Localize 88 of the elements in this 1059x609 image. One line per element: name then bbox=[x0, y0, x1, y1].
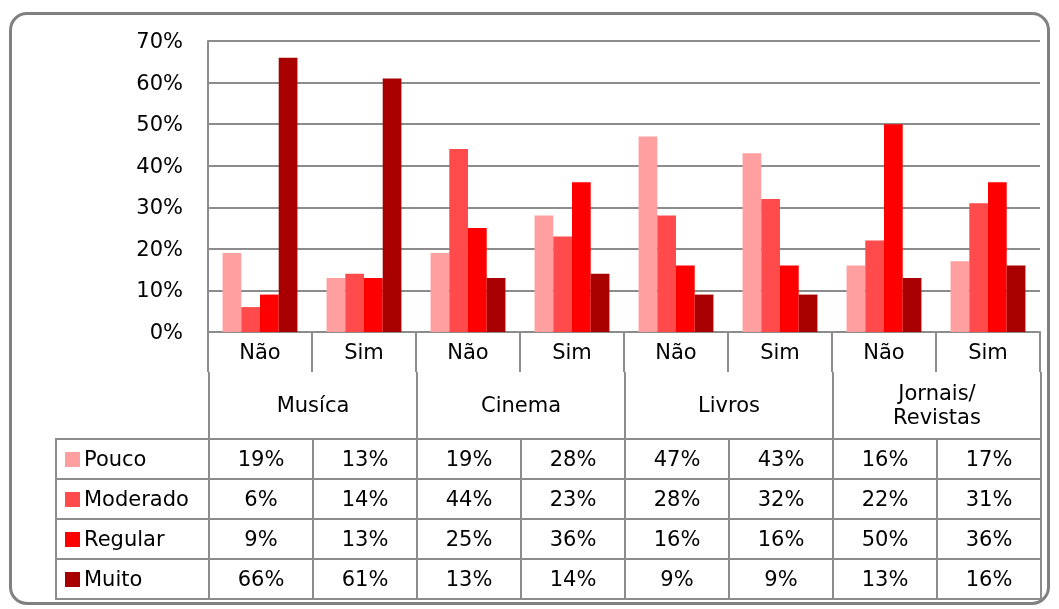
bar bbox=[382, 78, 402, 332]
data-label: 16% bbox=[625, 519, 729, 559]
bar bbox=[553, 236, 572, 332]
data-label: 44% bbox=[417, 479, 521, 519]
data-label: 66% bbox=[209, 559, 313, 599]
x-tick-label: Sim bbox=[552, 339, 592, 364]
x-tick-label: Sim bbox=[344, 339, 384, 364]
y-tick-label: 50% bbox=[136, 112, 183, 137]
bar bbox=[780, 265, 799, 332]
bar bbox=[846, 265, 866, 332]
x-tick-label: Não bbox=[863, 339, 905, 364]
data-label: 50% bbox=[833, 519, 937, 559]
bar bbox=[364, 277, 383, 332]
bar bbox=[969, 203, 988, 332]
y-tick-label: 60% bbox=[136, 70, 183, 95]
text: Livros bbox=[698, 393, 760, 417]
bar bbox=[326, 277, 346, 332]
bar bbox=[260, 294, 279, 332]
data-label: 31% bbox=[937, 479, 1041, 519]
bar bbox=[222, 253, 242, 332]
y-tick-label: 70% bbox=[136, 29, 183, 53]
data-label: 16% bbox=[729, 519, 833, 559]
bar bbox=[902, 277, 922, 332]
bar bbox=[761, 198, 780, 332]
legend-label: Moderado bbox=[56, 479, 209, 519]
y-tick-label: 0% bbox=[149, 320, 183, 344]
data-label: 47% bbox=[625, 439, 729, 479]
bar bbox=[950, 261, 970, 332]
data-label: 13% bbox=[417, 559, 521, 599]
data-label: 61% bbox=[313, 559, 417, 599]
bar bbox=[430, 253, 450, 332]
bar bbox=[449, 149, 468, 332]
bar bbox=[241, 307, 260, 332]
legend-label: Regular bbox=[56, 519, 209, 559]
data-label: 14% bbox=[521, 559, 625, 599]
bar bbox=[534, 215, 554, 332]
data-label: 9% bbox=[209, 519, 313, 559]
x-tick-label: Não bbox=[655, 339, 697, 364]
y-tick-label: 20% bbox=[136, 236, 183, 261]
data-label: 36% bbox=[521, 519, 625, 559]
data-label: 14% bbox=[313, 479, 417, 519]
bar bbox=[1006, 265, 1026, 332]
bar bbox=[657, 215, 676, 332]
bar bbox=[345, 273, 364, 332]
data-label: 23% bbox=[521, 479, 625, 519]
bar bbox=[676, 265, 695, 332]
bar bbox=[278, 57, 298, 332]
bar bbox=[884, 124, 903, 332]
data-label: 19% bbox=[209, 439, 313, 479]
data-label: 9% bbox=[625, 559, 729, 599]
data-label: 13% bbox=[313, 519, 417, 559]
data-label: 17% bbox=[937, 439, 1041, 479]
data-label: 28% bbox=[625, 479, 729, 519]
data-label: 19% bbox=[417, 439, 521, 479]
data-label: 32% bbox=[729, 479, 833, 519]
bar bbox=[865, 240, 884, 332]
x-tick-label: Não bbox=[239, 339, 281, 364]
data-label: 16% bbox=[937, 559, 1041, 599]
bar bbox=[638, 136, 658, 332]
bar bbox=[694, 294, 714, 332]
x-tick-label: Sim bbox=[968, 339, 1008, 364]
data-label: 13% bbox=[833, 559, 937, 599]
data-label: 25% bbox=[417, 519, 521, 559]
bar bbox=[468, 228, 487, 332]
bar bbox=[590, 273, 610, 332]
data-label: 13% bbox=[313, 439, 417, 479]
y-tick-label: 30% bbox=[136, 195, 183, 220]
data-label: 22% bbox=[833, 479, 937, 519]
x-tick-label: Sim bbox=[760, 339, 800, 364]
bar bbox=[988, 182, 1007, 332]
x-tick-label: Não bbox=[447, 339, 489, 364]
bar bbox=[798, 294, 818, 332]
text: Jornais/ Revistas bbox=[892, 381, 982, 429]
data-label: 9% bbox=[729, 559, 833, 599]
text: Musíca bbox=[276, 393, 350, 417]
y-tick-label: 10% bbox=[136, 278, 183, 303]
data-label: 43% bbox=[729, 439, 833, 479]
bar bbox=[742, 153, 762, 332]
bar bbox=[572, 182, 591, 332]
data-label: 16% bbox=[833, 439, 937, 479]
legend-label: Pouco bbox=[56, 439, 209, 479]
text: Cinema bbox=[480, 393, 562, 417]
legend-label: Muito bbox=[56, 559, 209, 599]
data-label: 28% bbox=[521, 439, 625, 479]
y-tick-label: 40% bbox=[136, 153, 183, 178]
data-label: 6% bbox=[209, 479, 313, 519]
data-label: 36% bbox=[937, 519, 1041, 559]
bar bbox=[486, 277, 506, 332]
